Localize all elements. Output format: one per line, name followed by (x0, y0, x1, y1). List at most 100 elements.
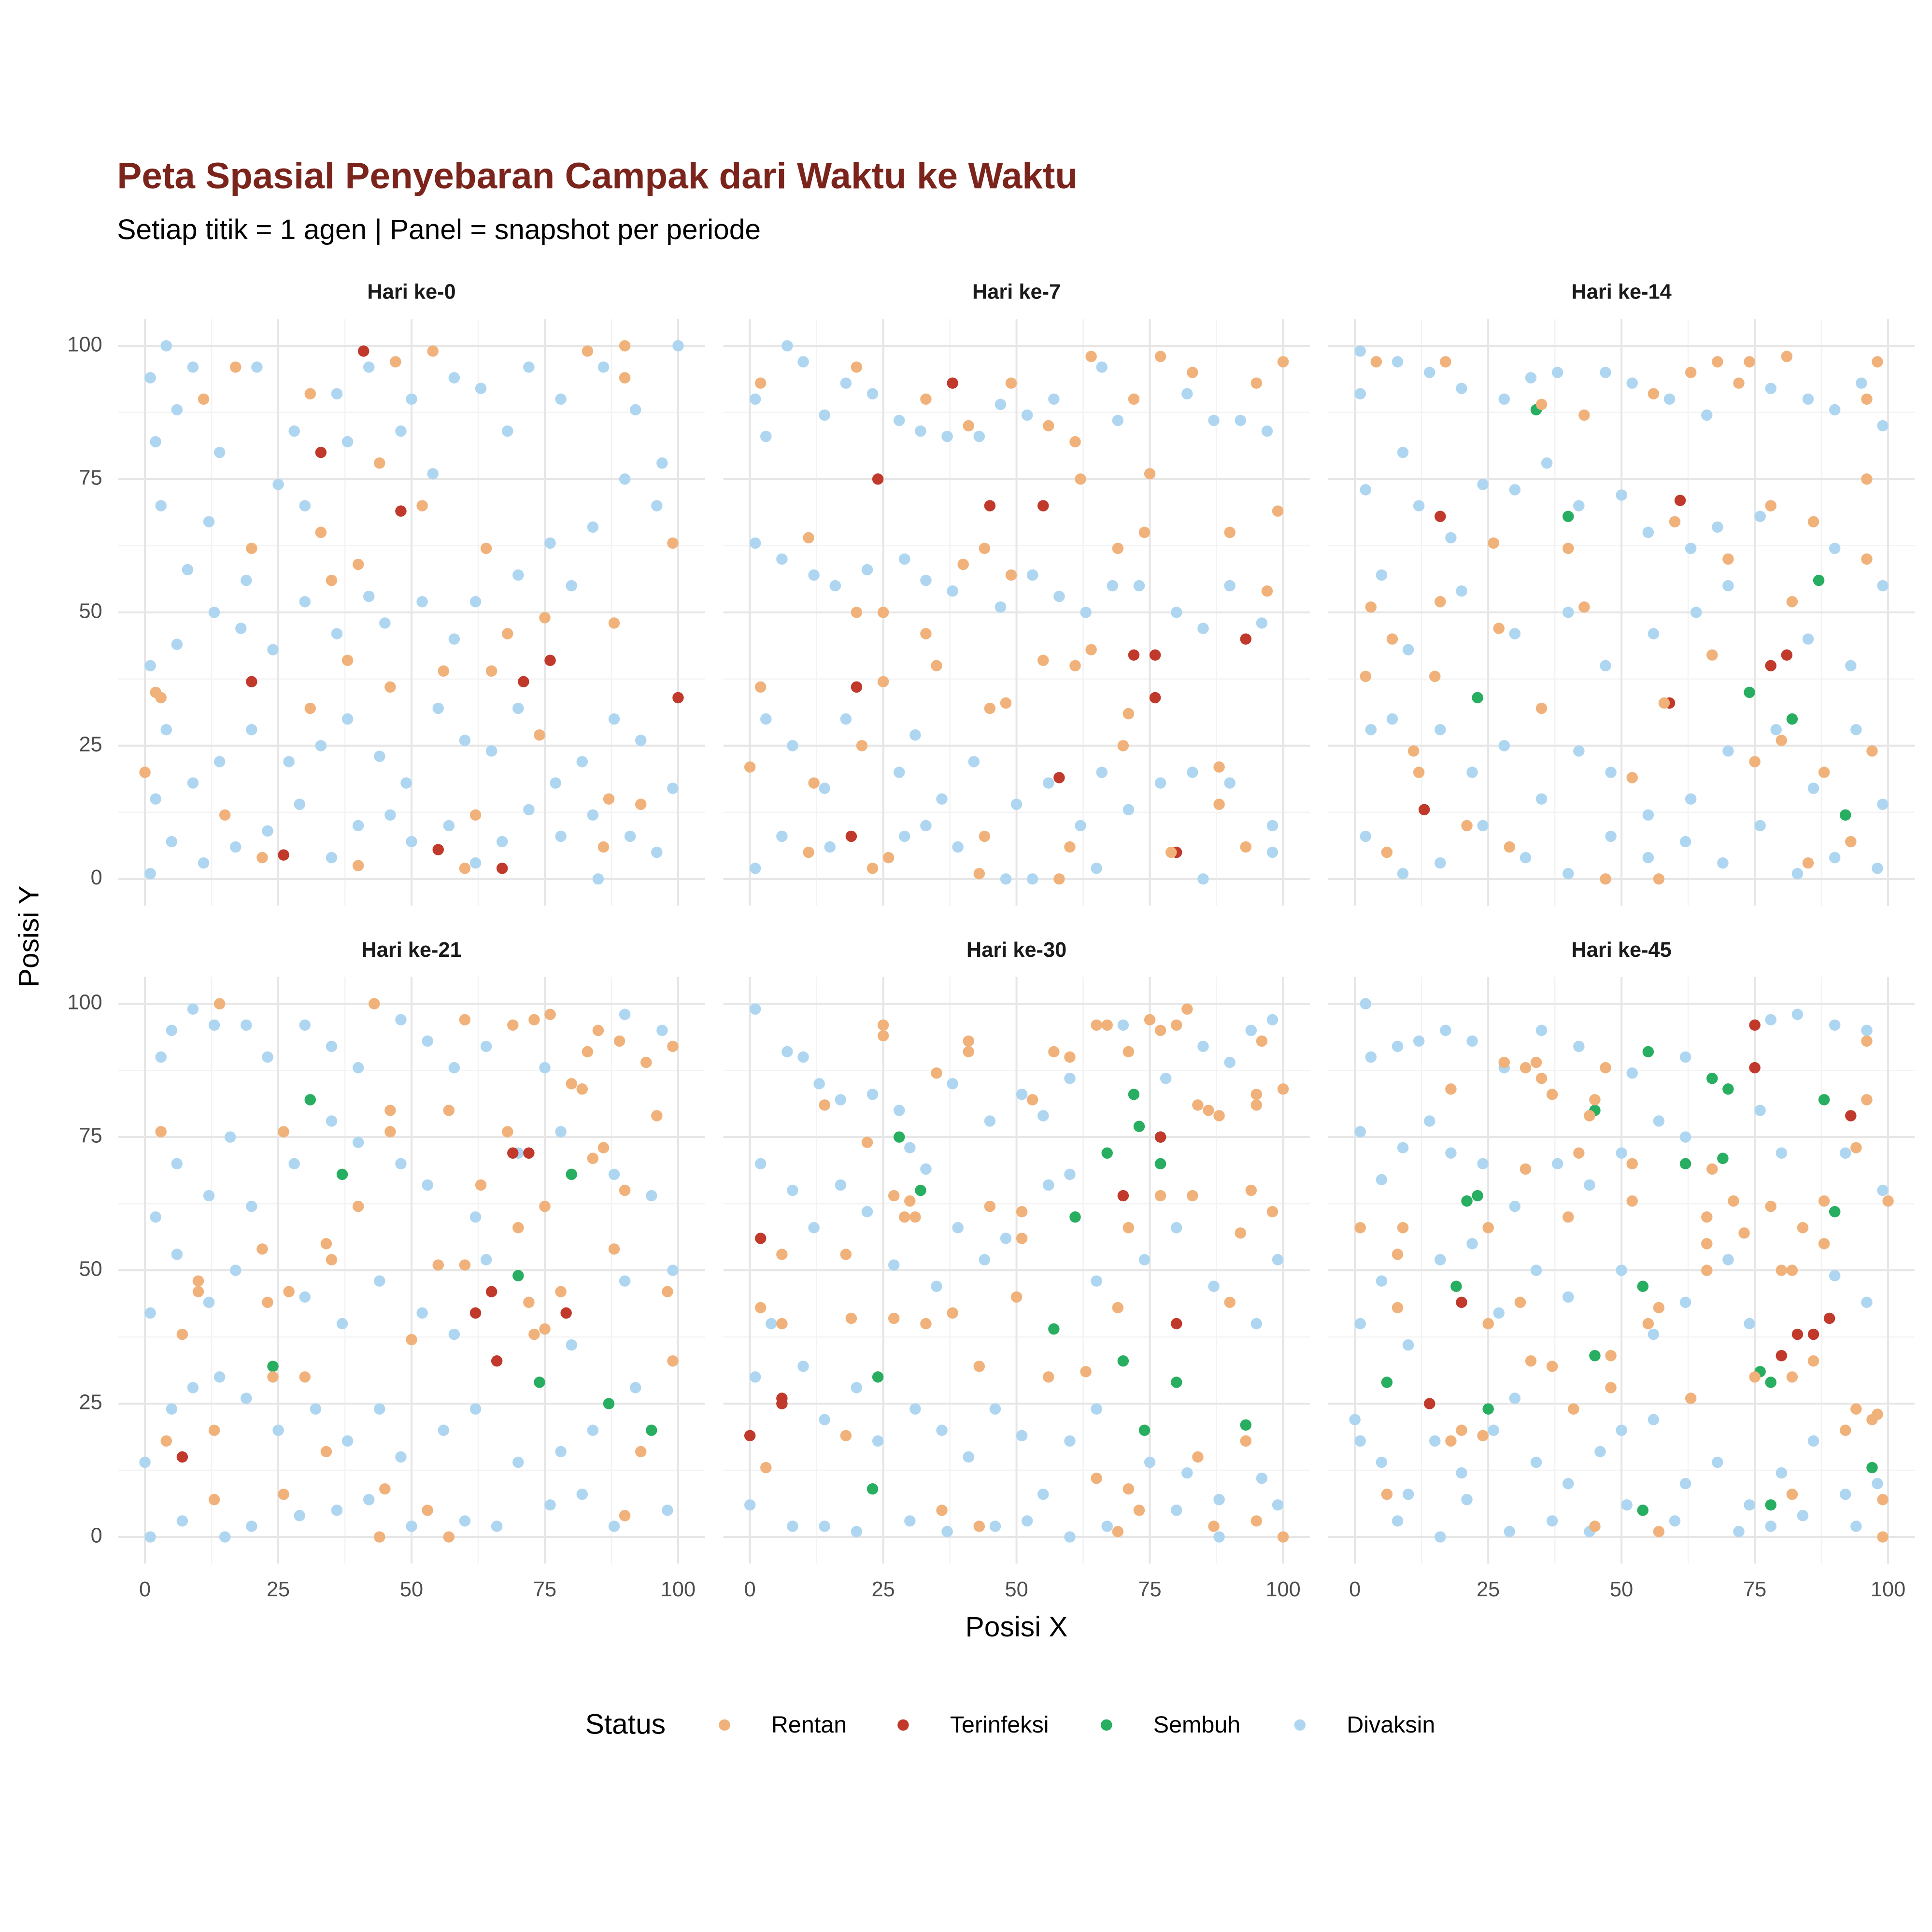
point (1616, 1424, 1627, 1436)
point (1616, 1264, 1627, 1276)
point (326, 574, 338, 586)
point (608, 1243, 620, 1255)
point (336, 1318, 348, 1330)
point (877, 1030, 889, 1042)
point (566, 1168, 577, 1180)
point (496, 836, 508, 848)
point (1877, 420, 1889, 432)
point (1208, 1520, 1220, 1532)
panel-title: Hari ke-14 (1571, 281, 1671, 304)
point (1407, 745, 1420, 757)
point (432, 1259, 444, 1271)
point (1840, 809, 1851, 821)
point (1245, 1024, 1257, 1037)
point (1509, 1392, 1521, 1404)
point (1213, 1110, 1225, 1122)
point (1048, 1323, 1060, 1335)
point (776, 553, 788, 565)
point (1520, 1163, 1532, 1175)
point (1626, 772, 1638, 783)
point (1791, 868, 1804, 880)
point (1256, 1035, 1268, 1047)
point (829, 580, 841, 592)
point (1187, 767, 1198, 778)
point (1354, 1435, 1366, 1447)
point (539, 1200, 551, 1212)
point (384, 1105, 396, 1116)
point (592, 1024, 604, 1037)
point (1605, 767, 1617, 778)
legend-marker (1294, 1719, 1306, 1731)
point (1754, 1105, 1766, 1116)
point (1685, 1392, 1697, 1404)
point (1461, 1195, 1473, 1207)
point (1128, 393, 1140, 405)
point (608, 713, 620, 725)
point (1530, 1264, 1542, 1276)
point (1786, 1264, 1798, 1276)
point (1075, 473, 1086, 485)
point (363, 1494, 375, 1506)
point (1807, 516, 1819, 527)
y-tick-label: 25 (79, 1391, 102, 1414)
point (475, 383, 487, 394)
point (667, 1264, 679, 1276)
point (1386, 633, 1398, 645)
point (754, 681, 767, 693)
point (754, 1158, 767, 1170)
point (1712, 521, 1723, 533)
point (469, 596, 482, 608)
panel: Hari ke-0 0 25 50 75 100 (67, 281, 705, 906)
point (1154, 1131, 1166, 1143)
point (528, 1014, 540, 1026)
point (139, 1456, 151, 1468)
point (459, 1259, 471, 1271)
point (749, 393, 761, 405)
y-tick-label: 75 (79, 466, 102, 489)
legend-label: Rentan (771, 1712, 847, 1738)
point (459, 862, 471, 874)
point (899, 830, 910, 842)
point (1154, 1158, 1166, 1170)
point (336, 1168, 348, 1180)
point (1600, 1062, 1611, 1074)
point (872, 473, 884, 485)
point (1240, 1419, 1252, 1431)
point (315, 526, 327, 539)
point (1514, 1296, 1526, 1308)
point (754, 377, 767, 389)
point (224, 1131, 236, 1143)
point (139, 767, 151, 778)
point (1840, 1424, 1851, 1436)
point (507, 1147, 519, 1159)
point (1600, 660, 1611, 671)
point (1392, 1302, 1404, 1314)
point (662, 1505, 673, 1516)
y-tick-label: 0 (91, 866, 102, 889)
point (1043, 420, 1054, 432)
point (374, 751, 385, 762)
point (1546, 1361, 1558, 1372)
point (160, 1435, 172, 1447)
point (915, 425, 926, 437)
point (1181, 1003, 1193, 1015)
point (1786, 1489, 1798, 1500)
point (973, 430, 985, 442)
legend-label: Sembuh (1153, 1712, 1240, 1738)
point (523, 804, 535, 816)
point (299, 1371, 311, 1383)
point (587, 809, 599, 821)
point (989, 1403, 1001, 1415)
point (469, 1211, 482, 1223)
point (1466, 767, 1478, 778)
point (1392, 356, 1404, 368)
point (171, 1249, 183, 1260)
point (1856, 377, 1867, 389)
point (299, 1019, 311, 1031)
point (262, 1051, 273, 1063)
point (1277, 1531, 1289, 1543)
y-tick-label: 50 (79, 599, 102, 623)
point (1435, 724, 1446, 736)
point (619, 473, 631, 485)
point (310, 1403, 322, 1415)
